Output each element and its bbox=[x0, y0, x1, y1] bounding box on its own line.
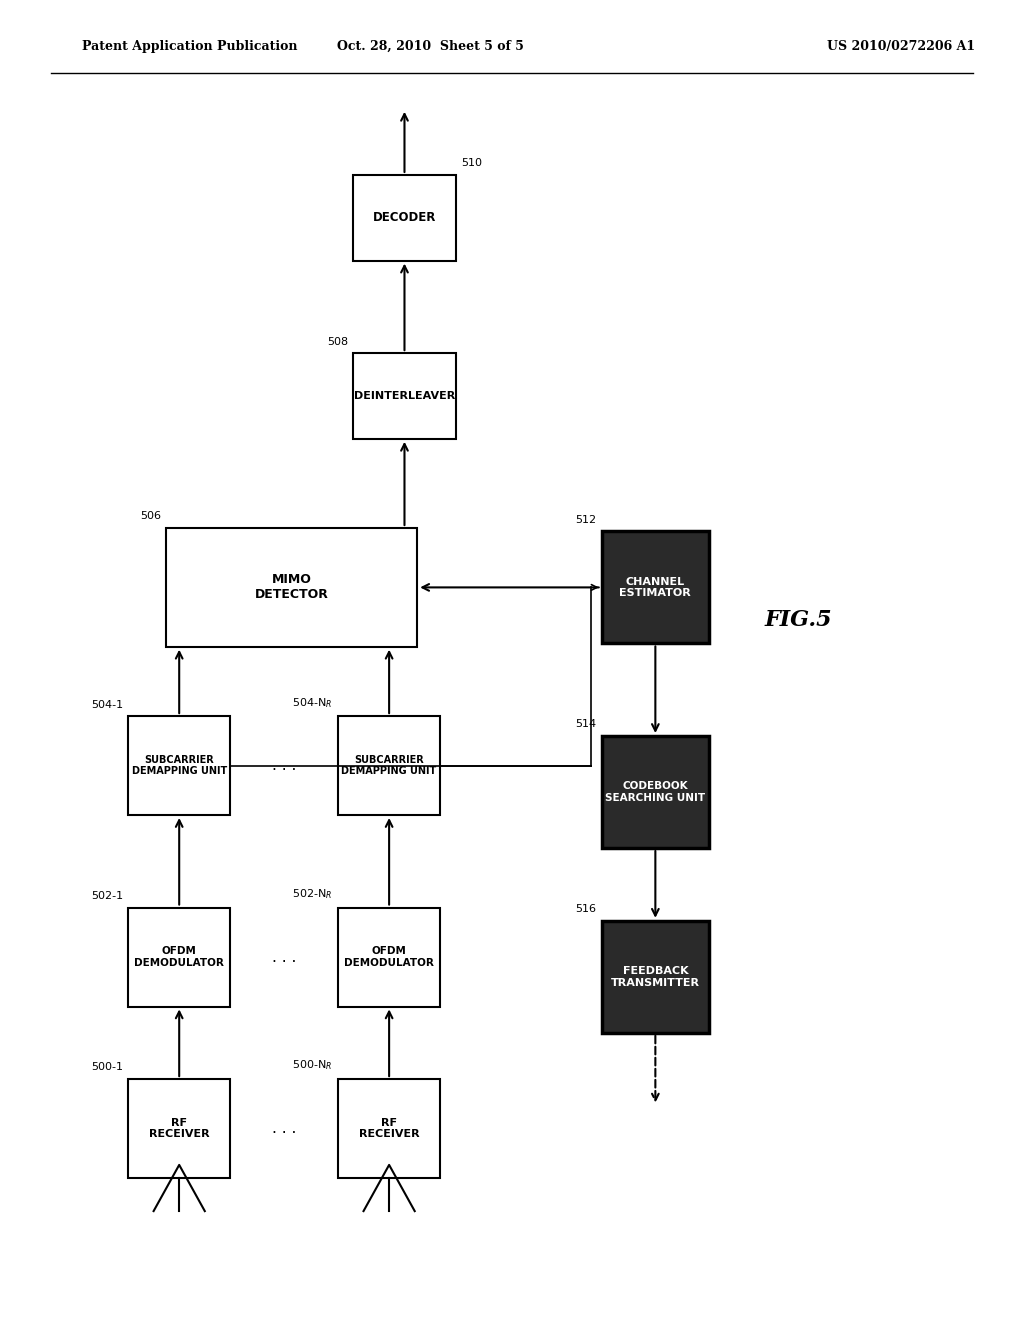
Bar bbox=[128, 908, 230, 1006]
Text: 512: 512 bbox=[575, 515, 596, 524]
Text: 514: 514 bbox=[575, 719, 596, 729]
Text: . . .: . . . bbox=[272, 1121, 296, 1137]
Text: MIMO
DETECTOR: MIMO DETECTOR bbox=[255, 573, 329, 602]
Bar bbox=[602, 921, 709, 1032]
Bar bbox=[353, 176, 456, 261]
Text: 500-1: 500-1 bbox=[91, 1063, 123, 1072]
Text: . . .: . . . bbox=[272, 949, 296, 965]
Text: Oct. 28, 2010  Sheet 5 of 5: Oct. 28, 2010 Sheet 5 of 5 bbox=[337, 40, 523, 53]
Text: 502-N$_R$: 502-N$_R$ bbox=[293, 887, 333, 900]
Text: 506: 506 bbox=[140, 511, 161, 521]
Bar bbox=[602, 531, 709, 643]
Text: 508: 508 bbox=[327, 337, 348, 347]
Text: DECODER: DECODER bbox=[373, 211, 436, 224]
Bar bbox=[338, 908, 440, 1006]
Bar bbox=[128, 715, 230, 814]
Text: RF
RECEIVER: RF RECEIVER bbox=[148, 1118, 210, 1139]
Text: 500-N$_R$: 500-N$_R$ bbox=[293, 1059, 333, 1072]
Text: 516: 516 bbox=[575, 904, 596, 913]
Bar bbox=[353, 354, 456, 438]
Bar bbox=[166, 528, 418, 647]
Text: FIG.5: FIG.5 bbox=[765, 610, 833, 631]
Text: 510: 510 bbox=[461, 158, 482, 169]
Text: . . .: . . . bbox=[272, 758, 296, 774]
Bar bbox=[128, 1080, 230, 1179]
Text: DEINTERLEAVER: DEINTERLEAVER bbox=[354, 391, 455, 401]
Text: SUBCARRIER
DEMAPPING UNIT: SUBCARRIER DEMAPPING UNIT bbox=[131, 755, 227, 776]
Text: US 2010/0272206 A1: US 2010/0272206 A1 bbox=[827, 40, 975, 53]
Bar bbox=[338, 715, 440, 814]
Bar bbox=[338, 1080, 440, 1179]
Text: 504-1: 504-1 bbox=[91, 700, 123, 710]
Text: RF
RECEIVER: RF RECEIVER bbox=[358, 1118, 420, 1139]
Text: Patent Application Publication: Patent Application Publication bbox=[82, 40, 297, 53]
Text: OFDM
DEMODULATOR: OFDM DEMODULATOR bbox=[134, 946, 224, 968]
Text: OFDM
DEMODULATOR: OFDM DEMODULATOR bbox=[344, 946, 434, 968]
Text: 504-N$_R$: 504-N$_R$ bbox=[293, 696, 333, 710]
Text: CODEBOOK
SEARCHING UNIT: CODEBOOK SEARCHING UNIT bbox=[605, 781, 706, 803]
Text: SUBCARRIER
DEMAPPING UNIT: SUBCARRIER DEMAPPING UNIT bbox=[341, 755, 437, 776]
Text: FEEDBACK
TRANSMITTER: FEEDBACK TRANSMITTER bbox=[611, 966, 699, 987]
Text: CHANNEL
ESTIMATOR: CHANNEL ESTIMATOR bbox=[620, 577, 691, 598]
Bar bbox=[602, 737, 709, 847]
Text: 502-1: 502-1 bbox=[91, 891, 123, 900]
